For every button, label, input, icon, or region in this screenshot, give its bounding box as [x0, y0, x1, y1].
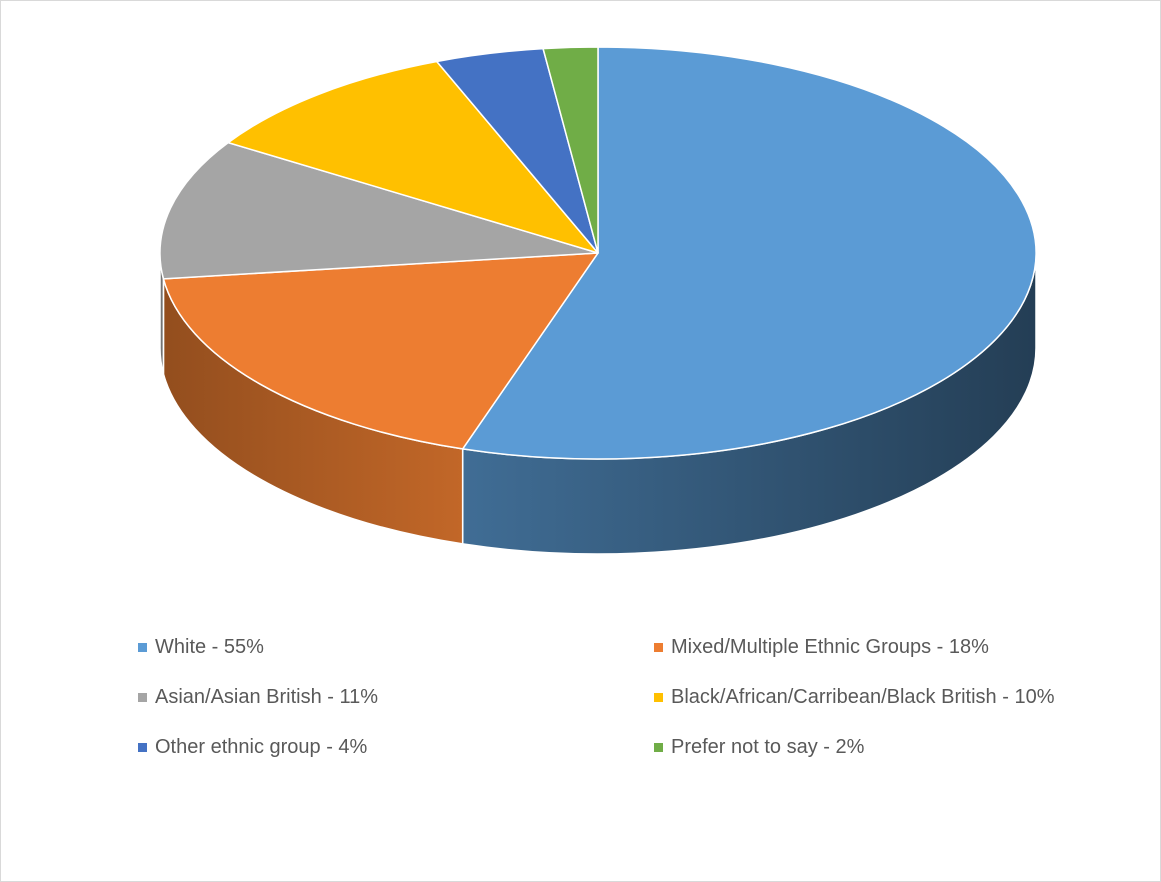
legend-label-prefer-not: Prefer not to say - 2% [671, 735, 865, 758]
pie-slice-5 [542, 46, 599, 254]
legend-label-white: White - 55% [155, 635, 264, 658]
legend: White - 55% Mixed/Multiple Ethnic Groups… [138, 633, 1138, 761]
legend-item-other: Other ethnic group - 4% [138, 733, 654, 761]
pie-slice-3 [227, 60, 599, 254]
pie-top [159, 46, 1037, 460]
legend-label-black: Black/African/Carribean/Black British - … [671, 685, 1055, 708]
legend-swatch-white [138, 642, 147, 652]
legend-swatch-black [654, 692, 663, 702]
legend-swatch-mixed [654, 642, 663, 652]
legend-label-asian: Asian/Asian British - 11% [155, 685, 379, 708]
pie-slice-0 [461, 46, 1037, 460]
legend-item-black: Black/African/Carribean/Black British - … [654, 683, 1138, 711]
legend-item-prefer-not: Prefer not to say - 2% [654, 733, 1138, 761]
legend-item-asian: Asian/Asian British - 11% [138, 683, 654, 711]
legend-swatch-other [138, 742, 147, 752]
legend-swatch-prefer-not [654, 742, 663, 752]
legend-item-white: White - 55% [138, 633, 654, 661]
legend-swatch-asian [138, 692, 147, 702]
legend-label-other: Other ethnic group - 4% [155, 735, 368, 758]
legend-item-mixed: Mixed/Multiple Ethnic Groups - 18% [654, 633, 1138, 661]
pie-slice-1 [162, 252, 599, 450]
legend-label-mixed: Mixed/Multiple Ethnic Groups - 18% [671, 635, 989, 658]
pie-slice-2 [159, 141, 599, 280]
pie-chart [159, 46, 1037, 555]
